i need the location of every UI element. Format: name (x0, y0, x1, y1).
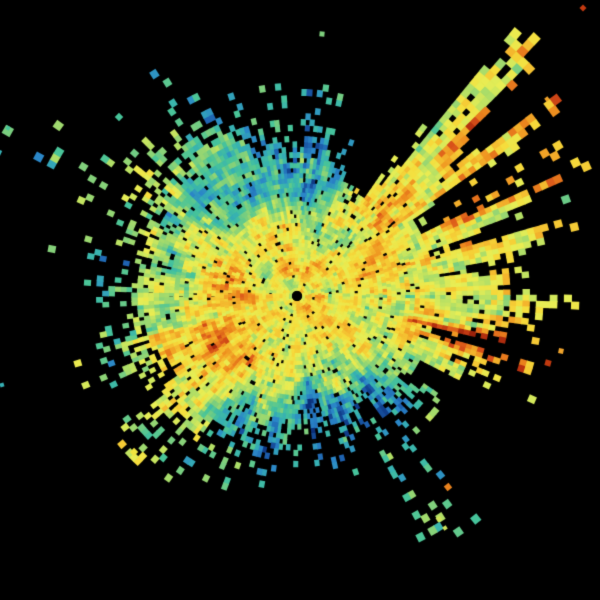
radar-heatmap-canvas (0, 0, 600, 600)
radar-burst-image (0, 0, 600, 600)
